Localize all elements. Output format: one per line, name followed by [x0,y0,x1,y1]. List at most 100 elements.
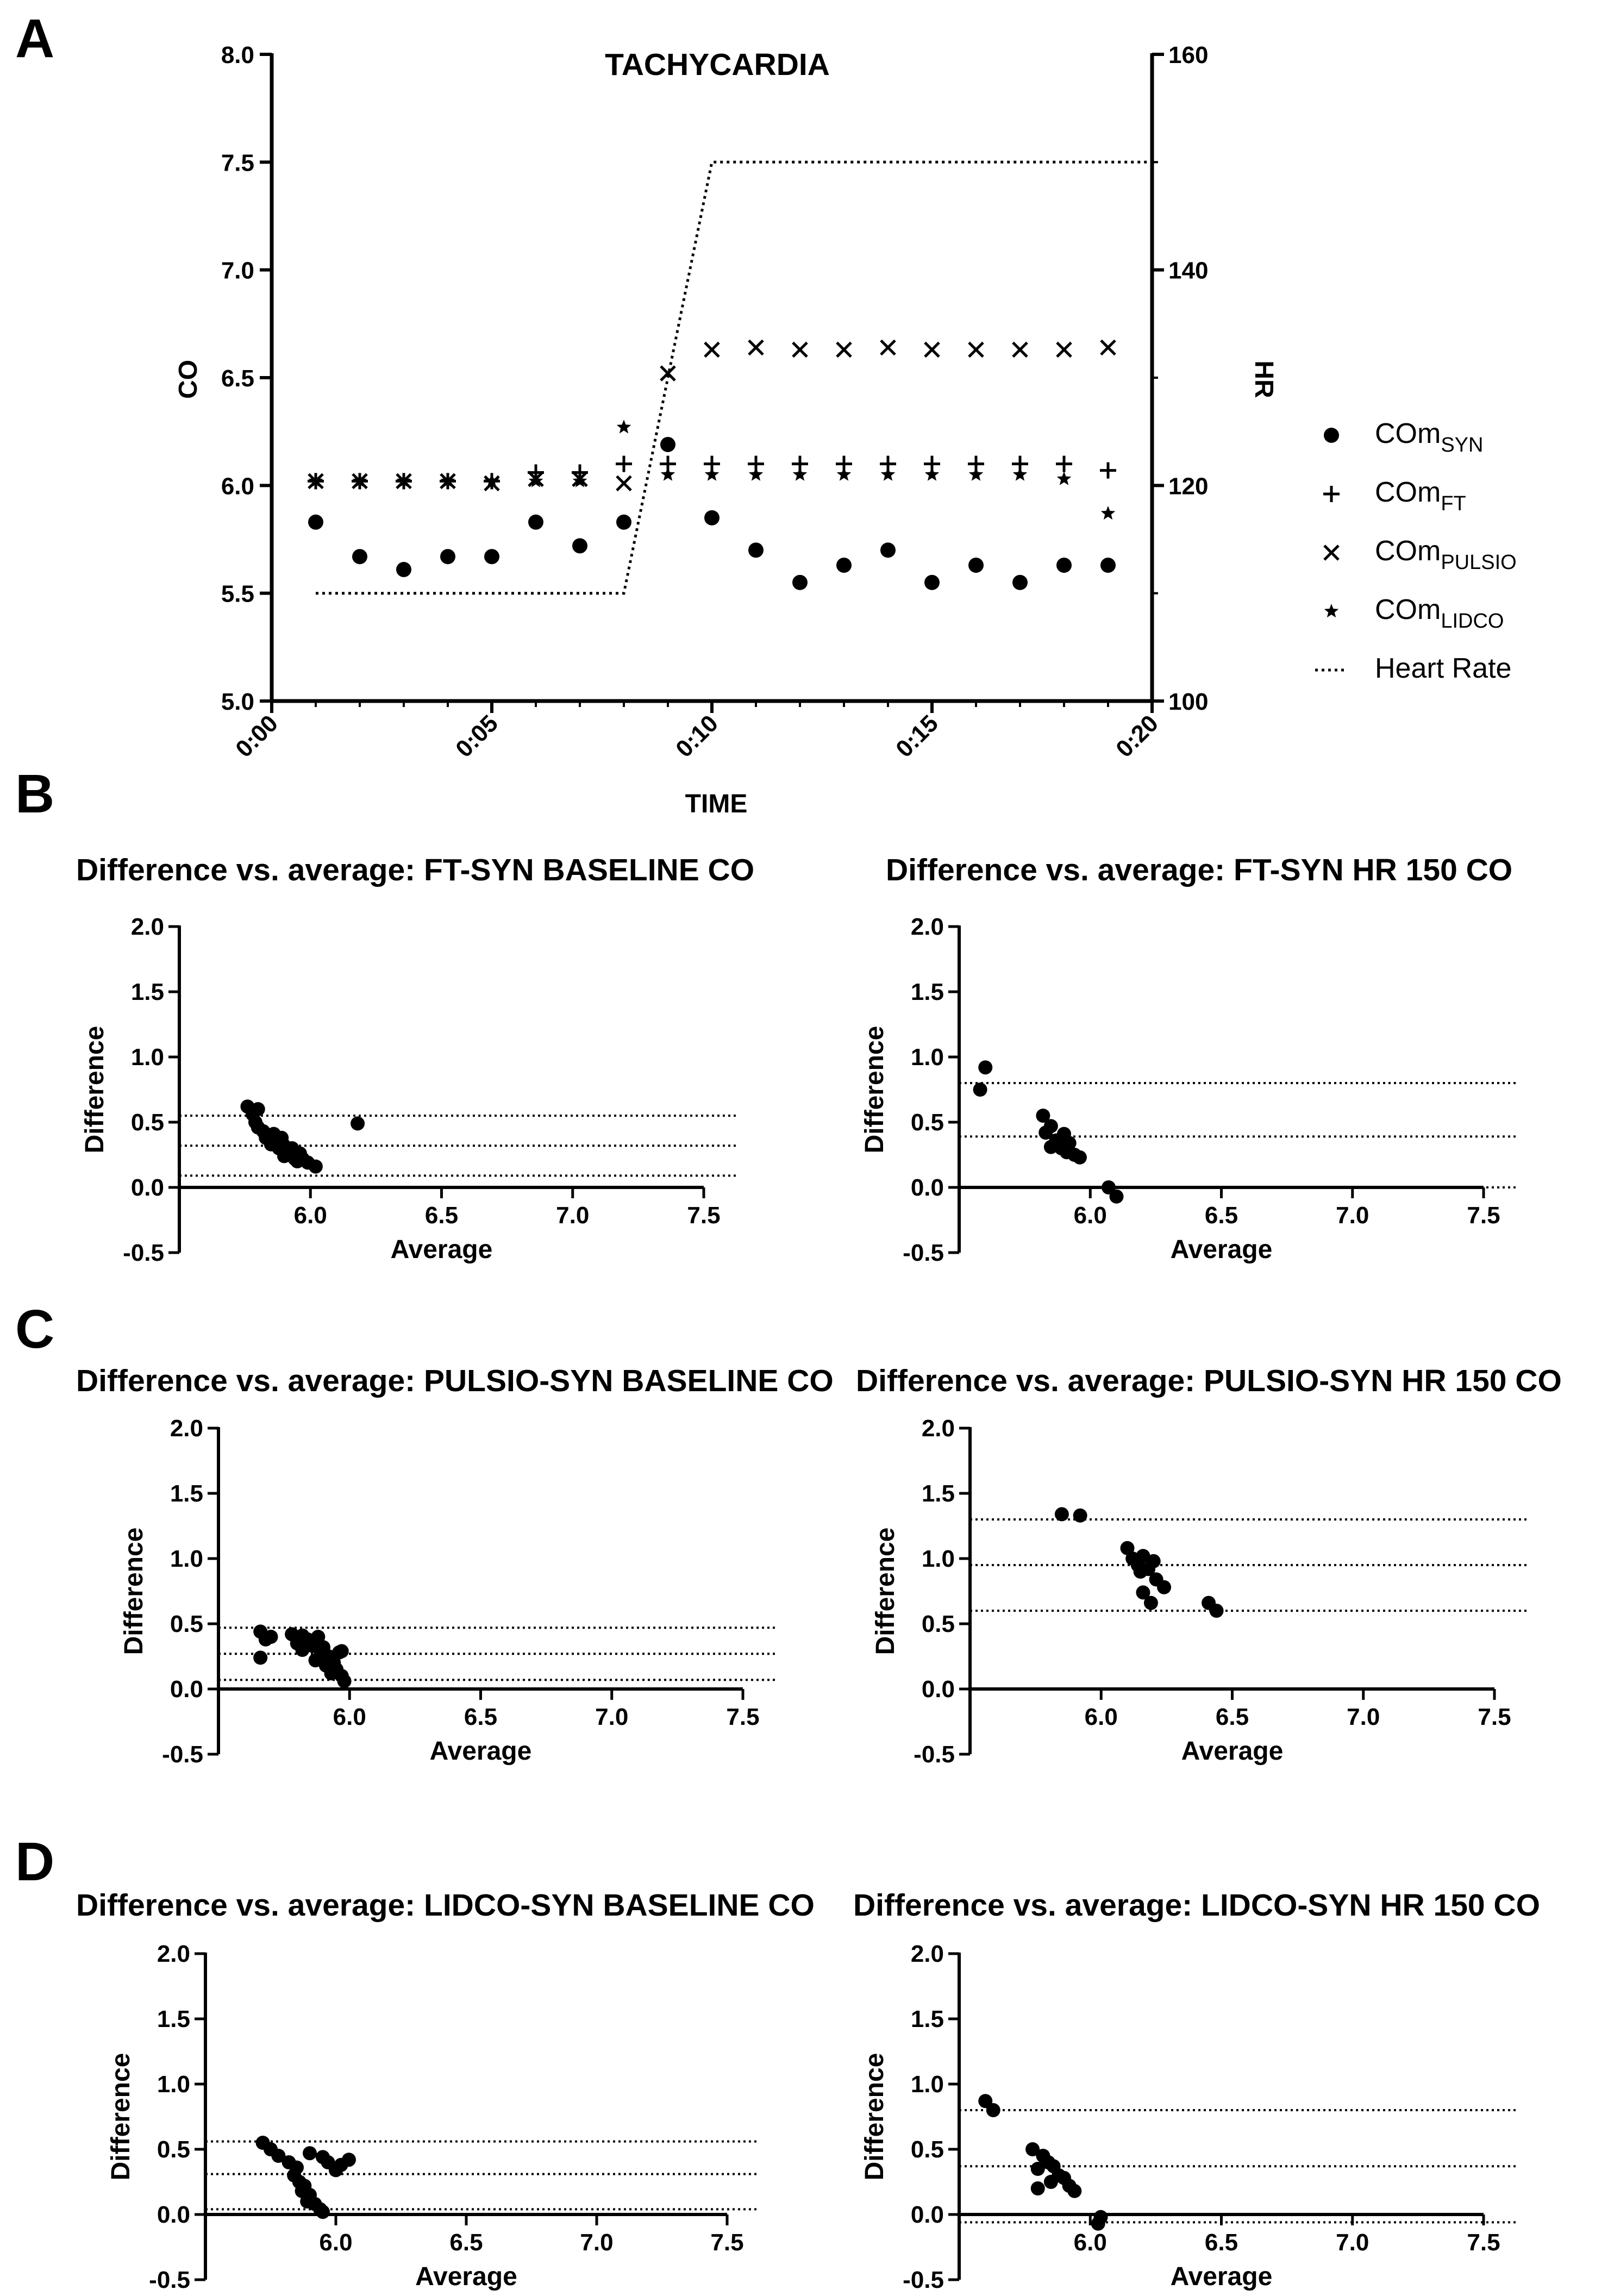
y-axis-label: Difference [107,2053,135,2181]
x-axis-label: Average [430,1737,532,1766]
point-compulsio [748,339,764,356]
point-comsyn [1056,558,1072,573]
x-tick-label: 7.0 [1336,2229,1369,2256]
data-point [253,1650,268,1665]
x-tick-label: 7.0 [595,1704,628,1730]
legend-label: Heart Rate [1375,653,1511,684]
y2-tick-label: 160 [1168,42,1208,68]
data-point [316,2205,330,2219]
x-tick-label: 7.0 [556,1202,589,1229]
bland-altman-chart-3: C Difference vs. average: PULSIO-SYN BASE… [15,1299,834,1768]
x-axis-label: Average [1171,2262,1273,2291]
y-tick-label: 1.5 [131,979,164,1005]
panel-label: B [15,764,54,824]
x-tick-label: 6.5 [1205,2229,1238,2256]
point-comsyn [308,514,323,530]
data-point [329,2163,343,2178]
data-point [327,1656,341,1670]
data-point [1102,1180,1116,1194]
y2-tick-label: 140 [1168,258,1208,284]
x-axis-label: Average [1181,1737,1284,1766]
chart-title: Difference vs. average: PULSIO-SYN BASEL… [76,1363,834,1398]
y-axis-label: Difference [860,2053,889,2181]
point-compulsio [836,341,852,358]
x-tick-label: 7.0 [580,2229,613,2256]
y-axis-label: Difference [80,1026,109,1154]
point-comlidco [308,473,323,487]
data-point [978,1060,993,1075]
chart-title: Difference vs. average: FT-SYN HR 150 CO [886,853,1512,887]
x-tick-label: 0:20 [1111,710,1163,762]
point-compulsio [660,365,676,381]
point-comlidco [484,473,499,487]
y-tick-label: 0.0 [911,2201,944,2228]
x-axis-label: Average [1171,1235,1273,1264]
point-comlidco [1056,471,1072,485]
point-comsyn [352,549,367,565]
chart-title: Difference vs. average: PULSIO-SYN HR 15… [856,1363,1562,1398]
y-tick-label: 0.5 [911,2136,944,2163]
y-tick-label: 1.5 [157,2006,190,2032]
x-tick-label: 6.0 [1074,2229,1107,2256]
point-comft [1100,462,1116,479]
x-tick-label: 0:10 [671,710,723,762]
point-comsyn [396,562,411,578]
y-tick-label: -0.5 [914,1741,955,1768]
x-tick-label: 7.5 [726,1704,759,1730]
point-compulsio [1056,341,1072,358]
point-comlidco [968,467,984,481]
data-point [1025,2142,1040,2156]
data-point [342,2153,356,2167]
chart-title: Difference vs. average: LIDCO-SYN HR 150… [853,1888,1540,1923]
x-tick-label: 6.0 [1085,1704,1118,1730]
bland-altman-chart-5: D Difference vs. average: LIDCO-SYN BASEL… [15,1831,815,2293]
y-tick-label: -0.5 [903,2267,944,2293]
y-tick-label: 1.0 [157,2071,190,2098]
data-point [1030,2181,1045,2195]
point-comlidco [572,473,587,487]
y-axis-label: Difference [871,1528,900,1655]
point-comlidco [792,467,808,481]
point-comft [1056,455,1072,472]
data-point [1136,1549,1150,1563]
y2-tick-label: 100 [1168,689,1208,715]
x-tick-label: 0:00 [230,710,283,762]
bland-altman-chart-1: B Difference vs. average: FT-SYN BASELINE… [15,764,754,1266]
point-comsyn [836,558,852,573]
y-axis-label: CO [174,360,203,399]
point-compulsio [704,341,720,358]
point-comlidco [352,473,367,487]
y-tick-label: 7.0 [221,258,254,284]
x-tick-label: 0:05 [451,710,503,762]
data-point [1067,2184,1082,2198]
point-compulsio [924,341,940,358]
point-comlidco [616,420,631,434]
point-comsyn [924,574,940,590]
point-comlidco [660,467,675,481]
legend-swatch [1323,545,1340,561]
point-comsyn [484,549,499,565]
data-point [264,1630,278,1644]
chart-a: A TACHYCARDIA 5.0 5.5 6.0 6.5 7.0 7.5 8.0 100 120 1… [15,8,1517,818]
data-point [308,1653,323,1668]
data-point [1043,1140,1058,1154]
legend-label: COmPULSIO [1375,535,1517,574]
data-point [303,2146,317,2161]
series-heart-rate-line [316,160,1152,595]
x-tick-label: 6.5 [449,2229,483,2256]
legend-swatch [1324,428,1339,443]
bland-altman-chart-6: Difference vs. average: LIDCO-SYN HR 150… [853,1888,1540,2293]
x-tick-label: 6.5 [1216,1704,1249,1730]
point-comsyn [572,538,587,554]
data-point [1143,1596,1158,1610]
y-tick-label: 1.0 [922,1546,955,1572]
y-tick-label: 6.5 [221,365,254,392]
y-tick-label: 2.0 [911,1941,944,1967]
y2-axis-label: HR [1249,360,1278,398]
y-tick-label: 1.0 [911,2071,944,2098]
x-tick-label: 7.0 [1336,1202,1369,1229]
y-tick-label: 8.0 [221,42,254,68]
point-comsyn [616,514,631,530]
y-tick-label: 1.5 [170,1480,203,1507]
